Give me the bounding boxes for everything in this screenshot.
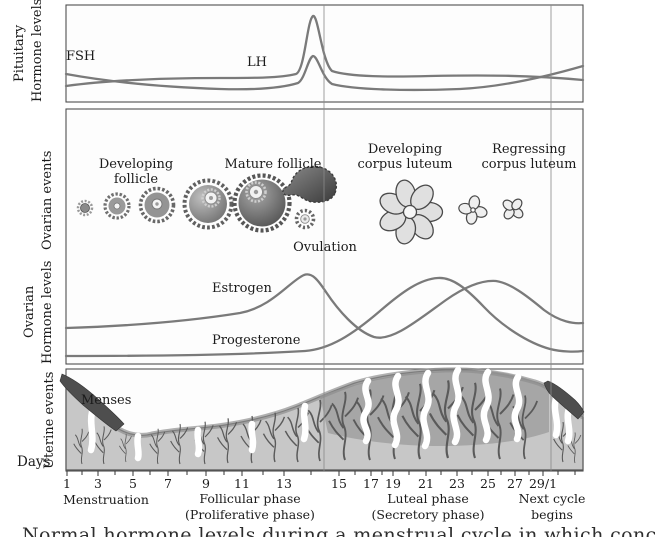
developing-corpus-luteum-line2: corpus luteum: [357, 157, 453, 172]
ovarian-hormone-axis-label-line2: Hormone levels: [40, 260, 55, 364]
fsh-label: FSH: [66, 49, 96, 64]
day-tick-label: 1: [63, 476, 71, 491]
day-tick-label: 9: [202, 476, 210, 491]
regressing-corpus-luteum-line2: corpus luteum: [481, 157, 577, 172]
lh-label: LH: [247, 55, 267, 70]
day-tick-label: 15: [331, 476, 347, 491]
progesterone-label: Progesterone: [212, 333, 301, 348]
regressing-corpus-luteum-line1: Regressing: [492, 142, 566, 157]
day-tick-label: 3: [94, 476, 102, 491]
phase-follicular-line1: Follicular phase: [199, 491, 301, 506]
estrogen-label: Estrogen: [212, 281, 272, 296]
phase-next-cycle-line2: begins: [531, 506, 573, 522]
phase-follicular: Follicular phase (Proliferative phase): [170, 491, 330, 522]
menses-label: Menses: [81, 393, 132, 408]
regressing-corpus-luteum-label: Regressing corpus luteum: [468, 142, 590, 172]
phase-follicular-line2: (Proliferative phase): [185, 506, 315, 522]
developing-follicle-label: Developing follicle: [98, 157, 174, 187]
phase-menstruation: Menstruation: [46, 492, 166, 508]
phase-luteal: Luteal phase (Secretory phase): [348, 491, 508, 522]
day-tick-label: 27: [507, 476, 523, 491]
days-axis-title: Days: [17, 454, 51, 470]
developing-corpus-luteum-line1: Developing: [367, 142, 443, 157]
day-tick-label: 21: [418, 476, 434, 491]
phase-next-cycle-line1: Next cycle: [518, 491, 586, 506]
phase-luteal-line1: Luteal phase: [387, 491, 469, 506]
day-tick-label: 17: [363, 476, 379, 491]
day-tick-label: 5: [129, 476, 137, 491]
day-tick-label: 19: [385, 476, 401, 491]
ovarian-hormone-axis-label-line1: Ovarian: [22, 285, 37, 339]
mature-follicle-label: Mature follicle: [224, 157, 322, 172]
day-tick-label: 7: [164, 476, 172, 491]
developing-corpus-luteum-label: Developing corpus luteum: [344, 142, 466, 172]
pituitary-axis-label-line1: Pituitary: [12, 24, 27, 83]
day-tick-label: 25: [480, 476, 496, 491]
day-tick-label: 13: [276, 476, 292, 491]
phase-menstruation-line1: Menstruation: [63, 492, 149, 507]
day-tick-label: 29/1: [528, 476, 558, 491]
phase-next-cycle: Next cycle begins: [492, 491, 612, 522]
ovulation-label: Ovulation: [293, 240, 357, 255]
cropped-caption-text: Normal hormone levels during a menstrual…: [22, 525, 655, 537]
day-tick-label: 23: [449, 476, 465, 491]
pituitary-axis-label-line2: Hormone levels: [30, 0, 45, 102]
day-tick-label: 11: [234, 476, 250, 491]
phase-luteal-line2: (Secretory phase): [371, 506, 485, 522]
